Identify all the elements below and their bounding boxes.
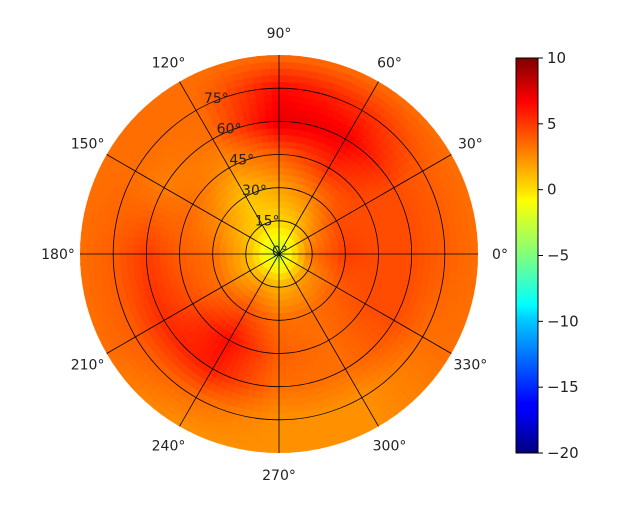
colorbar-tick-label: −20 [547, 444, 579, 462]
angle-tick-label: 30° [458, 137, 483, 153]
colorbar-tick-label: −10 [547, 312, 579, 330]
heat-cell [424, 252, 433, 264]
heat-cell [431, 252, 440, 264]
grid-spoke-330 [278, 253, 452, 354]
grid-spoke-30 [278, 154, 452, 255]
polar-grid [80, 55, 478, 453]
colorbar-tick-label: 10 [547, 49, 566, 67]
grid-spoke-120 [179, 81, 280, 255]
radial-tick-labels: 0° 15° 30° 45° 60° 75° [204, 91, 288, 260]
colorbar-tick-label: 5 [547, 115, 557, 133]
heat-cell [267, 445, 281, 453]
heat-cell [277, 445, 291, 453]
angle-tick-label: 180° [41, 247, 75, 263]
angle-tick-labels: 0° 30° 60° 90° 120° 150° 180° 210° 240° 270° 300° 3… [41, 26, 508, 484]
heat-cell [267, 55, 281, 63]
grid-spoke-150 [106, 154, 280, 255]
grid-spoke-60 [278, 81, 379, 255]
angle-tick-label: 150° [71, 137, 105, 153]
heat-cell [391, 253, 400, 262]
heat-cell [417, 252, 426, 263]
grid-spoke-300 [278, 253, 379, 427]
heat-cell [256, 444, 271, 453]
heat-cell [277, 55, 291, 63]
heat-cell [469, 262, 478, 277]
grid-spoke-210 [106, 253, 280, 354]
heat-cell [411, 252, 420, 263]
heat-cell [80, 252, 88, 266]
angle-tick-label: 300° [373, 438, 407, 454]
angle-tick-label: 240° [152, 438, 186, 454]
heat-cell [378, 253, 387, 261]
radial-tick-label: 60° [217, 122, 242, 138]
radial-tick-label: 0° [272, 244, 288, 260]
heat-cell [80, 231, 89, 246]
heat-cell [470, 252, 478, 266]
radial-tick-label: 45° [229, 152, 254, 168]
radial-tick-label: 15° [255, 214, 280, 230]
grid-spoke-240 [179, 253, 280, 427]
angle-tick-label: 270° [262, 468, 296, 484]
heat-cell [80, 242, 88, 256]
heat-cell [384, 253, 393, 261]
heat-cell [397, 253, 406, 262]
angle-tick-label: 120° [152, 56, 186, 72]
radial-tick-label: 75° [204, 91, 229, 107]
heat-cell [287, 55, 302, 64]
colorbar-tick-label: 0 [547, 181, 557, 199]
angle-tick-label: 210° [71, 358, 105, 374]
colorbar-tick-label: −5 [547, 247, 569, 265]
angle-tick-label: 60° [377, 56, 402, 72]
colorbar-gradient [515, 57, 539, 454]
radial-tick-label: 30° [242, 183, 267, 199]
angle-tick-label: 0° [492, 247, 508, 263]
colorbar-tick-label: −15 [547, 378, 579, 396]
angle-tick-label: 330° [454, 358, 488, 374]
angle-tick-label: 90° [267, 26, 292, 42]
colorbar: 10 5 0 −5 −10 −15 −20 [515, 49, 579, 462]
colorbar-ticks: 10 5 0 −5 −10 −15 −20 [538, 49, 579, 462]
